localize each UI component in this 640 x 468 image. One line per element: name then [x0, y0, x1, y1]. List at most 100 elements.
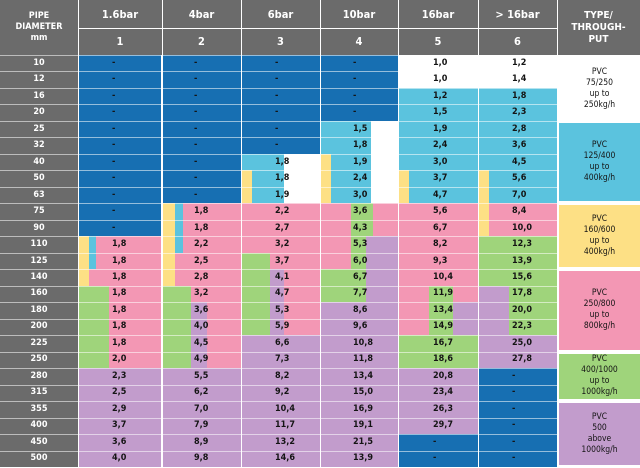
wall-thickness-cell: 4,1 — [275, 271, 290, 282]
row-divider — [0, 269, 557, 271]
row-divider — [0, 186, 557, 188]
wall-thickness-cell: - — [512, 453, 516, 464]
wall-thickness-cell: 1,5 — [353, 123, 368, 134]
diameter-cell: 25 — [33, 123, 45, 134]
zone-block-dark-blue — [79, 55, 161, 237]
row-divider — [0, 384, 557, 386]
wall-thickness-cell: 2,9 — [112, 403, 127, 414]
wall-thickness-cell: 10,0 — [512, 222, 532, 233]
diameter-cell: 40 — [33, 156, 45, 167]
wall-thickness-cell: 4,3 — [353, 222, 368, 233]
zone-block-purple — [366, 236, 398, 303]
type-label-line: up to — [589, 236, 610, 247]
diameter-header: PIPE DIAMETER mm — [0, 0, 78, 55]
diameter-cell: 500 — [30, 453, 48, 464]
wall-thickness-cell: 2,5 — [194, 255, 209, 266]
wall-thickness-cell: - — [275, 123, 279, 134]
wall-thickness-cell: 27,8 — [512, 354, 532, 365]
wall-thickness-cell: 7,9 — [194, 420, 209, 431]
diameter-cell: 250 — [30, 354, 48, 365]
wall-thickness-cell: 9,8 — [194, 453, 209, 464]
wall-thickness-cell: - — [112, 140, 116, 151]
wall-thickness-cell: 3,6 — [112, 436, 127, 447]
wall-thickness-cell: - — [275, 57, 279, 68]
column-number: 2 — [198, 35, 205, 48]
wall-thickness-cell: 8,2 — [433, 239, 448, 250]
wall-thickness-cell: - — [194, 107, 198, 118]
diameter-cell: 110 — [30, 239, 48, 250]
diameter-cell: 75 — [33, 206, 45, 217]
diameter-header-line: mm — [30, 33, 48, 43]
wall-thickness-cell: - — [275, 90, 279, 101]
diameter-cell: 16 — [33, 90, 45, 101]
row-divider — [0, 434, 557, 436]
pressure-header: 6bar — [267, 7, 294, 21]
wall-thickness-cell: 11,7 — [275, 420, 295, 431]
column-divider — [398, 0, 399, 467]
row-divider — [0, 285, 557, 287]
zone-block-purple — [242, 335, 320, 467]
row-divider — [0, 302, 557, 304]
type-block — [559, 403, 640, 465]
type-header-line: THROUGH- — [571, 21, 626, 33]
wall-thickness-cell: 5,6 — [433, 206, 448, 217]
zone-block-light-blue — [175, 203, 183, 253]
wall-thickness-cell: 1,8 — [512, 90, 527, 101]
wall-thickness-cell: - — [194, 140, 198, 151]
wall-thickness-cell: - — [512, 403, 516, 414]
wall-thickness-cell: - — [512, 436, 516, 447]
diameter-cell: 63 — [33, 189, 45, 200]
wall-thickness-cell: 2,8 — [512, 123, 527, 134]
column-number: 6 — [514, 35, 521, 48]
wall-thickness-cell: 3,7 — [275, 255, 290, 266]
diameter-cell: 10 — [33, 57, 45, 68]
wall-thickness-cell: - — [353, 57, 357, 68]
wall-thickness-cell: 4,5 — [512, 156, 527, 167]
wall-thickness-cell: - — [433, 436, 437, 447]
wall-thickness-cell: 10,8 — [353, 337, 373, 348]
wall-thickness-cell: 2,4 — [433, 140, 448, 151]
row-divider — [0, 318, 557, 320]
wall-thickness-cell: 1,9 — [353, 156, 368, 167]
wall-thickness-cell: 1,8 — [112, 271, 127, 282]
wall-thickness-cell: 22,3 — [512, 321, 532, 332]
type-header-line: PUT — [588, 33, 609, 45]
zone-block-purple — [321, 302, 398, 467]
zone-block-light-blue — [479, 87, 557, 204]
wall-thickness-cell: 1,2 — [512, 57, 527, 68]
wall-thickness-cell: - — [194, 74, 198, 85]
diameter-cell: 125 — [30, 255, 48, 266]
type-label-line: PVC — [591, 66, 608, 77]
type-label: PVC 75/250 up to 250kg/h — [559, 67, 640, 111]
wall-thickness-cell: - — [353, 107, 357, 118]
wall-thickness-cell: - — [275, 140, 279, 151]
wall-thickness-cell: 10,4 — [275, 403, 295, 414]
wall-thickness-cell: - — [275, 107, 279, 118]
zone-block-green — [429, 285, 453, 336]
wall-thickness-cell: - — [194, 90, 198, 101]
row-divider — [0, 170, 557, 172]
wall-thickness-cell: 2,7 — [275, 222, 290, 233]
type-header-line: TYPE/ — [584, 9, 613, 21]
wall-thickness-cell: - — [112, 74, 116, 85]
wall-thickness-cell: 1,8 — [275, 156, 290, 167]
wall-thickness-cell: 18,6 — [433, 354, 453, 365]
type-label-line: 400/1000 — [581, 365, 618, 376]
wall-thickness-cell: 1,9 — [433, 123, 448, 134]
wall-thickness-cell: 1,9 — [275, 189, 290, 200]
wall-thickness-cell: 25,0 — [512, 337, 532, 348]
wall-thickness-cell: 6,7 — [353, 271, 368, 282]
row-divider — [0, 417, 557, 419]
zone-block-light-blue — [399, 87, 478, 204]
type-label-line: up to — [589, 88, 610, 99]
type-block — [559, 271, 640, 350]
wall-thickness-cell: - — [194, 57, 198, 68]
diameter-cell: 280 — [30, 370, 48, 381]
type-label: PVC 160/600 up to 400kg/h — [559, 214, 640, 258]
wall-thickness-cell: 7,7 — [353, 288, 368, 299]
type-label-line: up to — [589, 310, 610, 321]
type-label-line: 400kg/h — [583, 247, 616, 258]
wall-thickness-cell: - — [112, 107, 116, 118]
pressure-header: > 16bar — [495, 7, 540, 21]
